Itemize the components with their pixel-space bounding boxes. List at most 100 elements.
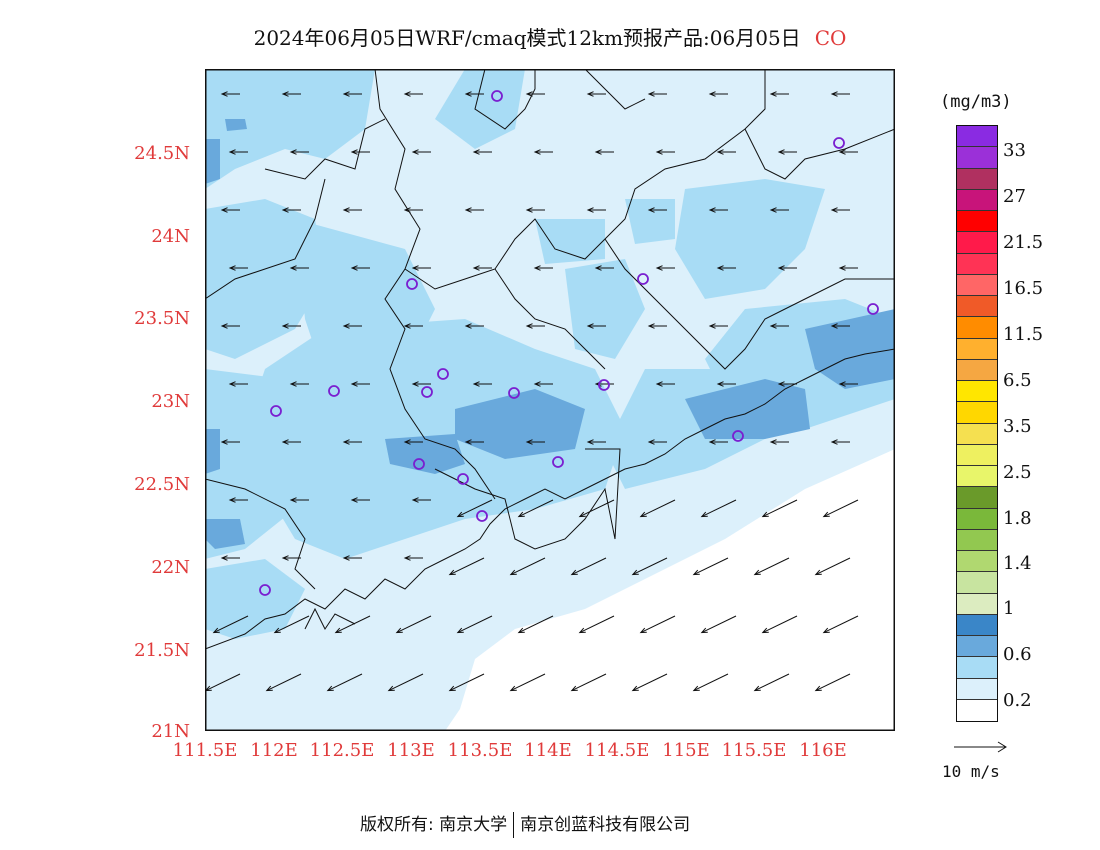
wind-arrow-head [777, 149, 785, 155]
lat-label: 21.5N [134, 640, 190, 661]
wind-arrow-head [464, 323, 472, 329]
wind-arrow [396, 615, 432, 633]
station-marker [732, 430, 744, 442]
wind-arrow-head [342, 555, 350, 561]
lon-label: 113E [387, 740, 435, 761]
station-marker [437, 368, 449, 380]
mid-concentration-areas [205, 69, 895, 639]
lon-label: 115E [662, 740, 710, 761]
wind-arrow [518, 615, 554, 633]
wind-arrow-head [281, 439, 289, 445]
wind-arrow-head [830, 91, 838, 97]
legend-label: 11.5 [1003, 324, 1044, 345]
station-marker [491, 90, 503, 102]
wind-arrow-head [533, 265, 541, 271]
boundaries [205, 69, 895, 650]
wind-arrow-head [777, 381, 785, 387]
wind-arrow-head [448, 569, 456, 576]
wind-arrow-head [647, 91, 655, 97]
wind-arrow-head [753, 685, 761, 692]
wind-arrow-head [273, 627, 281, 634]
wind-arrow-head [228, 381, 236, 387]
lat-label: 21N [151, 721, 190, 742]
legend-label: 1.4 [1003, 553, 1032, 574]
station-marker [867, 303, 879, 315]
wind-arrow-head [822, 511, 830, 518]
wind-arrow-head [281, 91, 289, 97]
wind-arrow-head [578, 627, 586, 634]
wind-arrow-head [700, 627, 708, 634]
wind-arrow [518, 499, 554, 517]
title-species: CO [814, 26, 847, 50]
wind-arrow-head [708, 323, 716, 329]
lat-label: 22.5N [134, 474, 190, 495]
lon-label: 112E [250, 740, 298, 761]
wind-arrow [327, 673, 363, 691]
wind-arrow [266, 673, 302, 691]
wind-arrow-head [647, 323, 655, 329]
station-marker [406, 278, 418, 290]
wind-arrow-head [631, 569, 639, 576]
low-concentration-area [445, 449, 895, 731]
station-marker [637, 273, 649, 285]
wind-arrow [693, 557, 729, 575]
wind-arrow [335, 615, 371, 633]
wind-arrow [640, 499, 676, 517]
wind-arrow-head [716, 381, 724, 387]
legend-swatch [957, 232, 997, 254]
wind-arrow-head [586, 323, 594, 329]
wind-arrow-head [655, 381, 663, 387]
legend-swatch [957, 423, 997, 445]
station-marker [270, 405, 282, 417]
legend-swatch [957, 551, 997, 573]
legend-swatch [957, 296, 997, 318]
wind-arrow-head [342, 207, 350, 213]
wind-arrow-head [472, 149, 480, 155]
wind-arrow-head [647, 439, 655, 445]
lon-label: 111.5E [172, 740, 238, 761]
wind-arrow-head [708, 91, 716, 97]
lon-label: 114.5E [584, 740, 650, 761]
wind-arrow-head [639, 511, 647, 518]
wind-arrow-head [708, 439, 716, 445]
legend-swatch [957, 402, 997, 424]
monitoring-stations [259, 90, 879, 596]
lat-label: 24.5N [134, 143, 190, 164]
lat-label: 24N [151, 226, 190, 247]
wind-arrow [457, 615, 493, 633]
wind-arrow-head [761, 511, 769, 518]
wind-arrow [510, 673, 546, 691]
wind-arrow [510, 557, 546, 575]
station-marker [598, 379, 610, 391]
legend-unit: (mg/m3) [940, 92, 1012, 112]
wind-arrow [754, 673, 790, 691]
wind-arrow-head [342, 91, 350, 97]
wind-arrow-head [769, 207, 777, 213]
wind-arrow-head [769, 91, 777, 97]
lat-label: 23.5N [134, 308, 190, 329]
wind-arrow-head [350, 265, 358, 271]
wind-arrow [701, 499, 737, 517]
wind-arrow [815, 557, 851, 575]
wind-arrow-head [525, 91, 533, 97]
wind-arrow-head [655, 149, 663, 155]
wind-arrow-head [342, 439, 350, 445]
wind-arrow-head [830, 207, 838, 213]
lat-label: 23N [151, 391, 190, 412]
wind-arrow-head [289, 265, 297, 271]
wind-arrow-head [716, 149, 724, 155]
legend-swatch [957, 657, 997, 679]
concentration-map [205, 69, 895, 731]
wind-arrow [571, 673, 607, 691]
wind-arrow-head [533, 381, 541, 387]
wind-arrow-head [753, 569, 761, 576]
wind-arrow-head [509, 685, 517, 692]
copyright-footer: 版权所有: 南京大学 南京创蓝科技有限公司 [360, 810, 690, 838]
wind-arrow-head [411, 265, 419, 271]
wind-arrow-head [472, 381, 480, 387]
legend-label: 21.5 [1003, 232, 1044, 253]
wind-arrow-head [403, 91, 411, 97]
wind-arrow-head [777, 265, 785, 271]
wind-arrow-head [509, 569, 517, 576]
wind-arrow-head [525, 323, 533, 329]
